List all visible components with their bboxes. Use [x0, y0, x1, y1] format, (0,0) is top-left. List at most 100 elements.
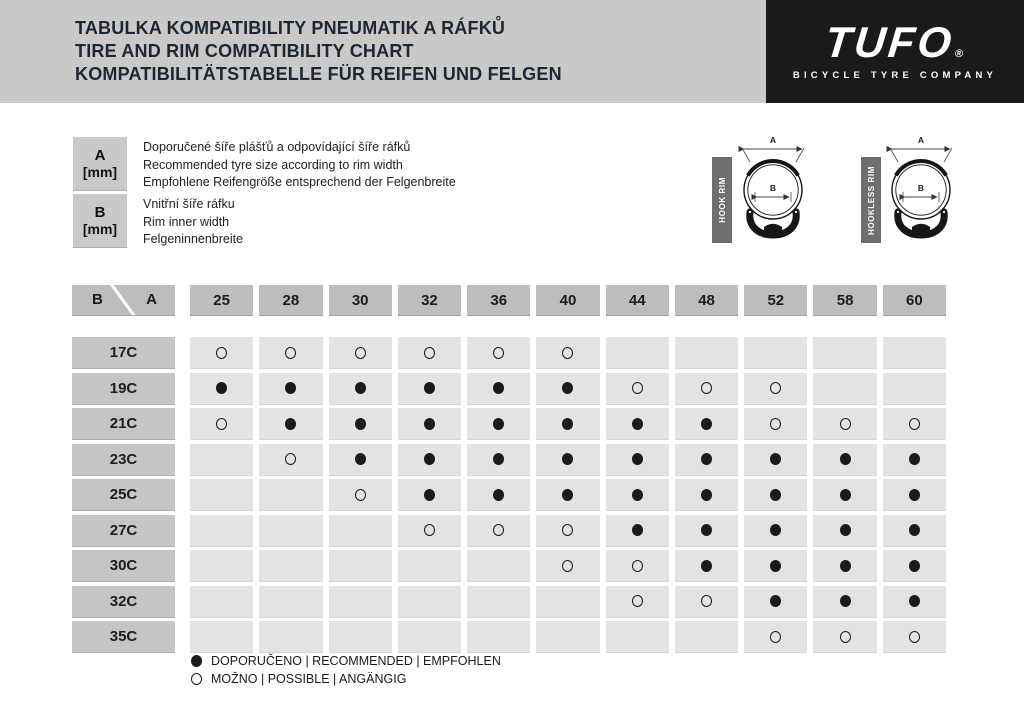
- dim-a-unit: [mm]: [82, 164, 118, 180]
- recommended-dot-icon: [493, 382, 505, 394]
- recommended-dot-icon: [839, 595, 851, 607]
- matrix-cell: [674, 514, 739, 547]
- recommended-dot-icon: [770, 488, 782, 501]
- matrix-cell: [328, 408, 392, 440]
- dim-a-arrow-label: A: [770, 135, 776, 145]
- table-row: 30C: [72, 550, 946, 582]
- row-header: 32C: [72, 585, 175, 618]
- recommended-dot-icon: [770, 595, 782, 607]
- matrix-cell: [605, 585, 669, 618]
- recommended-dot-icon: [423, 417, 435, 430]
- hookless-rim-diagram-icon: A B: [886, 135, 953, 239]
- recommended-dot-icon: [562, 382, 574, 394]
- matrix-cell: [744, 479, 808, 511]
- row-header: 17C: [72, 337, 175, 369]
- row-header: 27C: [72, 514, 175, 547]
- matrix-cell: [813, 372, 877, 405]
- matrix-cell: [328, 443, 392, 476]
- possible-dot-icon: [354, 346, 366, 359]
- dim-b-unit: [mm]: [82, 221, 118, 237]
- possible-dot-icon: [354, 488, 366, 501]
- dim-b-symbol: B: [94, 204, 106, 221]
- matrix-cell: [674, 408, 739, 440]
- recommended-dot-icon: [770, 524, 782, 536]
- definition-box-b: B [mm]: [73, 194, 127, 248]
- row-header: 21C: [72, 408, 175, 440]
- table-row: 27C: [72, 514, 946, 547]
- matrix-cell: [259, 479, 323, 511]
- matrix-cell: [674, 550, 739, 582]
- matrix-cell: [744, 621, 808, 653]
- recommended-dot-icon: [908, 453, 920, 465]
- matrix-cell: [536, 621, 600, 653]
- def-a-line-en: Recommended tyre size according to rim w…: [143, 157, 403, 172]
- matrix-cell: [536, 408, 600, 440]
- matrix-cell: [190, 585, 254, 618]
- matrix-cell: [813, 337, 877, 369]
- possible-dot-icon: [770, 630, 782, 643]
- matrix-cell: [467, 585, 531, 618]
- filled-circle-icon: [191, 655, 202, 667]
- recommended-dot-icon: [354, 382, 366, 394]
- title-line-cs: TABULKA KOMPATIBILITY PNEUMATIK A RÁFKŮ: [75, 18, 506, 38]
- hook-rim-label: HOOK RIM: [717, 177, 727, 223]
- possible-dot-icon: [631, 595, 643, 607]
- matrix-cell: [397, 337, 462, 369]
- dim-a-arrow-label: A: [918, 135, 924, 145]
- row-header: 19C: [72, 372, 175, 405]
- open-circle-icon: [191, 673, 202, 685]
- matrix-cell: [397, 408, 462, 440]
- matrix-cell: [674, 479, 739, 511]
- table-row: 23C: [72, 443, 946, 476]
- column-header-row: B A 25 28 30 32 36 40 44 48 52 58 60: [72, 285, 946, 316]
- hook-rim-label-bar: HOOK RIM: [712, 157, 732, 243]
- matrix-cell: [467, 408, 531, 440]
- possible-dot-icon: [562, 346, 574, 359]
- definition-text-a: Doporučené šíře plášťů a odpovídající ší…: [143, 139, 456, 192]
- possible-dot-icon: [701, 595, 713, 607]
- matrix-cell: [813, 479, 877, 511]
- matrix-cell: [605, 408, 669, 440]
- column-header: 30: [328, 285, 392, 316]
- matrix-cell: [813, 550, 877, 582]
- possible-dot-icon: [839, 630, 851, 643]
- matrix-cell: [328, 372, 392, 405]
- row-axis-letter: B: [92, 291, 103, 308]
- recommended-dot-icon: [423, 488, 435, 501]
- matrix-cell: [882, 443, 946, 476]
- matrix-cell: [328, 585, 392, 618]
- recommended-dot-icon: [631, 453, 643, 465]
- table-row: 17C: [72, 337, 946, 369]
- recommended-dot-icon: [908, 559, 920, 572]
- registered-mark-icon: ®: [954, 48, 965, 60]
- tufo-logo: TUFO ® BICYCLE TYRE COMPANY: [766, 0, 1024, 103]
- matrix-cell: [744, 514, 808, 547]
- matrix-cell: [259, 443, 323, 476]
- matrix-cell: [605, 514, 669, 547]
- row-header: 30C: [72, 550, 175, 582]
- possible-dot-icon: [423, 524, 435, 536]
- definition-box-a: A [mm]: [73, 137, 127, 191]
- hook-rim-diagram-icon: A B: [738, 135, 805, 239]
- recommended-dot-icon: [493, 488, 505, 501]
- hookless-rim-label-bar: HOOKLESS RIM: [861, 157, 881, 243]
- recommended-dot-icon: [354, 453, 366, 465]
- possible-dot-icon: [701, 382, 713, 394]
- possible-dot-icon: [216, 417, 228, 430]
- matrix-cell: [813, 443, 877, 476]
- matrix-cell: [813, 621, 877, 653]
- table-row: 35C: [72, 621, 946, 653]
- matrix-cell: [744, 443, 808, 476]
- row-header: 25C: [72, 479, 175, 511]
- possible-dot-icon: [908, 417, 920, 430]
- matrix-cell: [882, 585, 946, 618]
- matrix-cell: [328, 479, 392, 511]
- matrix-cell: [882, 479, 946, 511]
- possible-dot-icon: [285, 453, 297, 465]
- recommended-dot-icon: [839, 524, 851, 536]
- matrix-body: 17C 19C 21C 23C 25C 27C 30C 32C 35C: [72, 337, 946, 653]
- recommended-dot-icon: [562, 453, 574, 465]
- matrix-cell: [605, 372, 669, 405]
- matrix-cell: [397, 585, 462, 618]
